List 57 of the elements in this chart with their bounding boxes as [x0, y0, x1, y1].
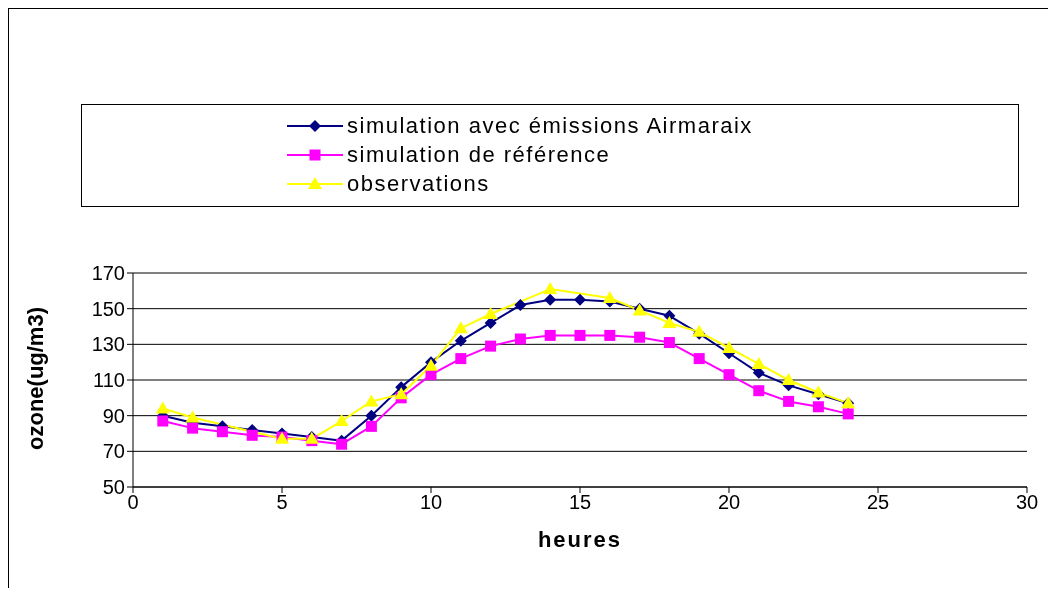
point — [485, 340, 497, 352]
point — [483, 307, 498, 320]
point — [514, 299, 527, 312]
point — [155, 401, 170, 414]
point — [336, 438, 348, 450]
point — [602, 290, 617, 303]
x-tick-label: 15 — [568, 491, 592, 514]
y-tick-label: 70 — [102, 440, 125, 463]
point — [394, 387, 409, 400]
point — [812, 401, 824, 413]
y-tick-label: 110 — [93, 369, 125, 392]
point — [514, 333, 526, 345]
point — [723, 369, 735, 381]
point — [693, 353, 705, 365]
legend-label: simulation avec émissions Airmaraix — [347, 112, 753, 139]
x-tick-label: 30 — [1015, 491, 1039, 514]
point — [574, 293, 586, 306]
point — [543, 282, 558, 295]
point — [455, 353, 467, 365]
point — [663, 337, 675, 349]
point — [781, 373, 796, 385]
x-tick-label: 0 — [127, 491, 139, 514]
point — [334, 414, 349, 427]
point — [454, 334, 467, 347]
point — [187, 422, 199, 434]
y-tick-label: 150 — [91, 297, 125, 320]
y-tick-label: 130 — [91, 333, 125, 356]
point — [246, 429, 258, 441]
x-tick-label: 10 — [419, 491, 443, 514]
point — [842, 408, 854, 420]
x-tick-label: 20 — [717, 491, 741, 514]
point — [365, 409, 378, 422]
legend-label: observations — [347, 170, 490, 197]
point — [157, 415, 169, 427]
point — [574, 329, 586, 341]
point — [783, 395, 795, 407]
point — [662, 315, 677, 328]
point — [544, 293, 557, 306]
point — [364, 394, 379, 407]
point — [753, 385, 765, 397]
point — [751, 356, 766, 369]
point — [722, 340, 736, 353]
x-tick-label: 5 — [276, 491, 288, 514]
point — [365, 420, 377, 432]
point — [544, 329, 556, 341]
y-axis-title: ozone(ug/m3) — [22, 307, 48, 450]
point — [216, 426, 228, 438]
point — [185, 410, 200, 423]
point — [604, 329, 616, 341]
legend-label: simulation de référence — [347, 141, 611, 168]
point — [634, 331, 646, 343]
y-tick-label: 50 — [102, 476, 125, 499]
y-tick-label: 170 — [91, 262, 125, 285]
x-axis-title: heures — [537, 527, 623, 552]
point — [453, 321, 468, 334]
x-tick-label: 25 — [866, 491, 890, 514]
y-tick-label: 90 — [102, 404, 125, 427]
